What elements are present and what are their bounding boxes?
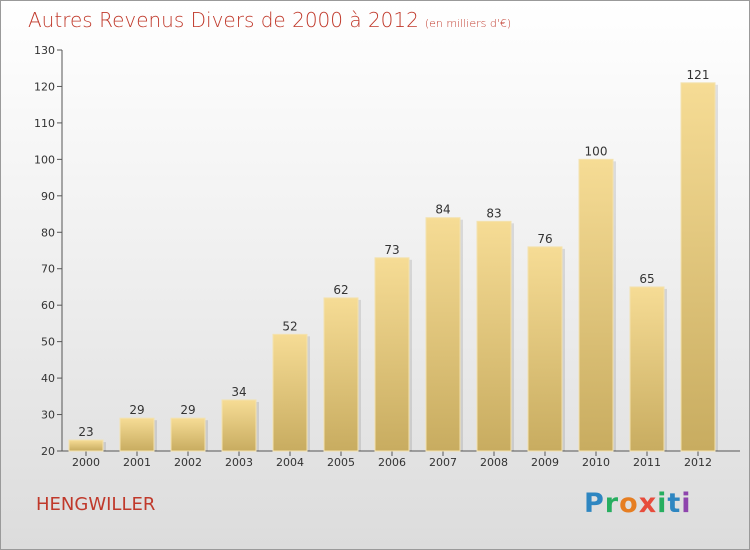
y-tick-label: 50	[41, 336, 55, 349]
bar-2001	[119, 417, 155, 452]
bar-2005	[323, 297, 359, 452]
x-tick-label: 2000	[72, 456, 100, 469]
bar-2006	[374, 257, 410, 452]
y-tick-label: 60	[41, 299, 55, 312]
x-tick-label: 2001	[123, 456, 151, 469]
y-tick-label: 130	[34, 44, 55, 57]
x-tick-label: 2012	[684, 456, 712, 469]
data-label: 62	[333, 283, 348, 297]
x-tick-label: 2010	[582, 456, 610, 469]
bar-2012	[680, 82, 716, 452]
bar-2011	[629, 286, 665, 452]
data-label: 34	[231, 385, 246, 399]
logo-letter: P	[584, 488, 605, 519]
bars	[68, 82, 718, 452]
value-labels: 23 29 29 34 52 62 73 84 83 76 100 65 121	[78, 68, 709, 439]
y-tick-label: 110	[34, 117, 55, 130]
logo-letter: t	[667, 488, 682, 519]
x-tick-label: 2008	[480, 456, 508, 469]
data-label: 76	[537, 232, 552, 246]
data-label: 23	[78, 425, 93, 439]
bar-2010	[578, 158, 614, 452]
data-label: 29	[129, 403, 144, 417]
bar-2008	[476, 220, 512, 452]
proxiti-logo: Proxiti	[584, 488, 692, 519]
y-tick-label: 90	[41, 190, 55, 203]
data-label: 84	[435, 203, 450, 217]
title-text: Autres Revenus Divers de 2000 à 2012	[28, 8, 419, 32]
bar-2000	[68, 439, 104, 452]
data-label: 83	[486, 206, 501, 220]
x-tick-label: 2007	[429, 456, 457, 469]
data-label: 73	[384, 243, 399, 257]
y-tick-label: 80	[41, 226, 55, 239]
bar-2003	[221, 399, 257, 452]
x-tick-label: 2003	[225, 456, 253, 469]
bar-2002	[170, 417, 206, 452]
data-label: 100	[585, 144, 608, 158]
data-label: 29	[180, 403, 195, 417]
data-label: 121	[687, 68, 710, 82]
x-tick-label: 2011	[633, 456, 661, 469]
logo-letter: o	[619, 488, 639, 519]
title-unit: (en milliers d'€)	[424, 17, 512, 30]
bar-2009	[527, 246, 563, 452]
logo-letter: i	[681, 488, 692, 519]
x-tick-label: 2004	[276, 456, 304, 469]
bar-2007	[425, 217, 461, 452]
x-tick-label: 2009	[531, 456, 559, 469]
commune-name: HENGWILLER	[36, 494, 156, 515]
y-tick-label: 20	[41, 445, 55, 458]
x-tick-label: 2005	[327, 456, 355, 469]
y-tick-label: 40	[41, 372, 55, 385]
y-tick-label: 120	[34, 80, 55, 93]
data-label: 65	[639, 272, 654, 286]
y-tick-label: 30	[41, 409, 55, 422]
x-tick-label: 2002	[174, 456, 202, 469]
chart-title: Autres Revenus Divers de 2000 à 2012 (en …	[28, 8, 511, 32]
logo-letter: x	[638, 488, 658, 519]
x-tick-label: 2006	[378, 456, 406, 469]
logo-letter: i	[657, 488, 668, 519]
y-tick-label: 100	[34, 153, 55, 166]
bar-2004	[272, 333, 308, 452]
logo-letter: r	[604, 488, 620, 519]
data-label: 52	[282, 319, 297, 333]
y-tick-label: 70	[41, 263, 55, 276]
